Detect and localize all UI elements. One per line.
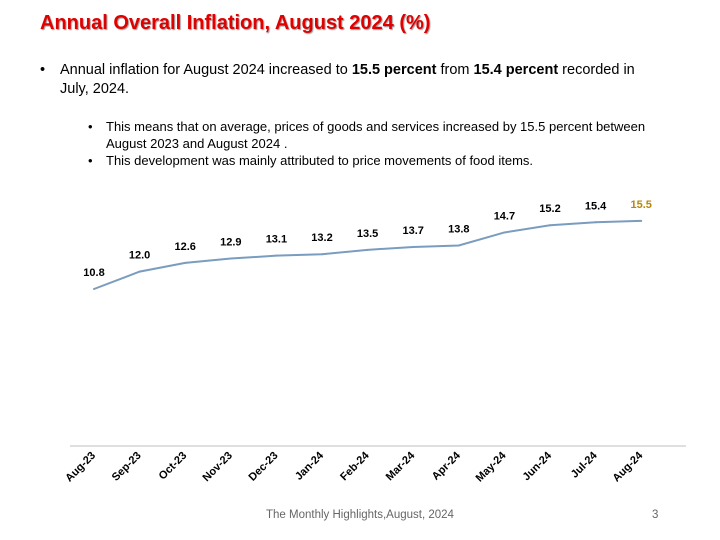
sub-bullet-text: This development was mainly attributed t…	[106, 153, 534, 168]
x-tick-label: Nov-23	[200, 450, 234, 484]
footer-text: The Monthly Highlights,August, 2024	[266, 509, 454, 521]
bullet-text-part: Annual inflation for August 2024 increas…	[60, 62, 352, 78]
data-point	[594, 221, 597, 224]
data-label: 12.6	[174, 241, 195, 253]
bullet-marker: •	[88, 153, 93, 168]
data-point	[184, 261, 187, 264]
x-tick-label: Jan-24	[293, 449, 327, 483]
data-point	[412, 245, 415, 248]
data-point	[93, 288, 95, 290]
x-tick-label: May-24	[474, 449, 509, 484]
sub-bullet-text: This means that on average, prices of go…	[106, 119, 646, 151]
data-label: 13.7	[402, 225, 423, 237]
data-point	[457, 244, 460, 247]
x-tick-label: Aug-24	[610, 449, 645, 484]
slide-title: Annual Overall Inflation, August 2024 (%…	[40, 12, 431, 34]
data-label: 15.4	[585, 200, 607, 212]
data-label: 12.9	[220, 237, 241, 249]
data-point	[366, 248, 369, 251]
data-point	[321, 253, 323, 256]
bullet-marker: •	[88, 119, 93, 134]
data-point	[549, 224, 551, 227]
x-tick-label: Oct-23	[157, 450, 190, 483]
x-tick-label: Sep-23	[110, 450, 144, 484]
data-label: 12.0	[129, 250, 150, 262]
page-number: 3	[652, 509, 659, 521]
x-tick-label: Mar-24	[384, 449, 418, 483]
x-tick-label: Apr-24	[430, 449, 464, 483]
bullet-text-part: from	[436, 62, 474, 78]
x-tick-label: Jun-24	[521, 449, 555, 483]
data-point	[640, 219, 643, 222]
data-label: 15.2	[539, 203, 560, 215]
data-label: 13.8	[448, 224, 469, 236]
bullet-text-part: recorded in July, 2024.	[60, 62, 635, 97]
previous-rate: 15.4 percent	[473, 62, 559, 78]
data-label: 15.5	[630, 199, 651, 211]
data-point	[138, 270, 141, 273]
x-tick-label: Jul-24	[569, 449, 601, 481]
data-label: 13.2	[311, 232, 332, 244]
main-bullet: • Annual inflation for August 2024 incre…	[40, 61, 660, 99]
main-bullet-text: Annual inflation for August 2024 increas…	[60, 61, 660, 99]
data-point	[503, 231, 506, 234]
x-tick-label: Dec-23	[247, 450, 281, 484]
sub-bullet: • This development was mainly attributed…	[88, 152, 688, 169]
data-point	[275, 254, 278, 257]
data-label: 13.1	[266, 234, 287, 246]
x-tick-label: Aug-23	[63, 450, 98, 485]
bullet-marker: •	[40, 62, 46, 78]
current-rate: 15.5 percent	[351, 62, 437, 78]
x-tick-label: Feb-24	[338, 449, 372, 483]
data-label: 10.8	[83, 267, 104, 279]
data-label: 13.5	[357, 228, 378, 240]
data-label: 14.7	[494, 210, 515, 222]
sub-bullet: • This means that on average, prices of …	[88, 118, 688, 152]
data-point	[229, 257, 232, 260]
sub-bullet-list: • This means that on average, prices of …	[88, 118, 688, 169]
